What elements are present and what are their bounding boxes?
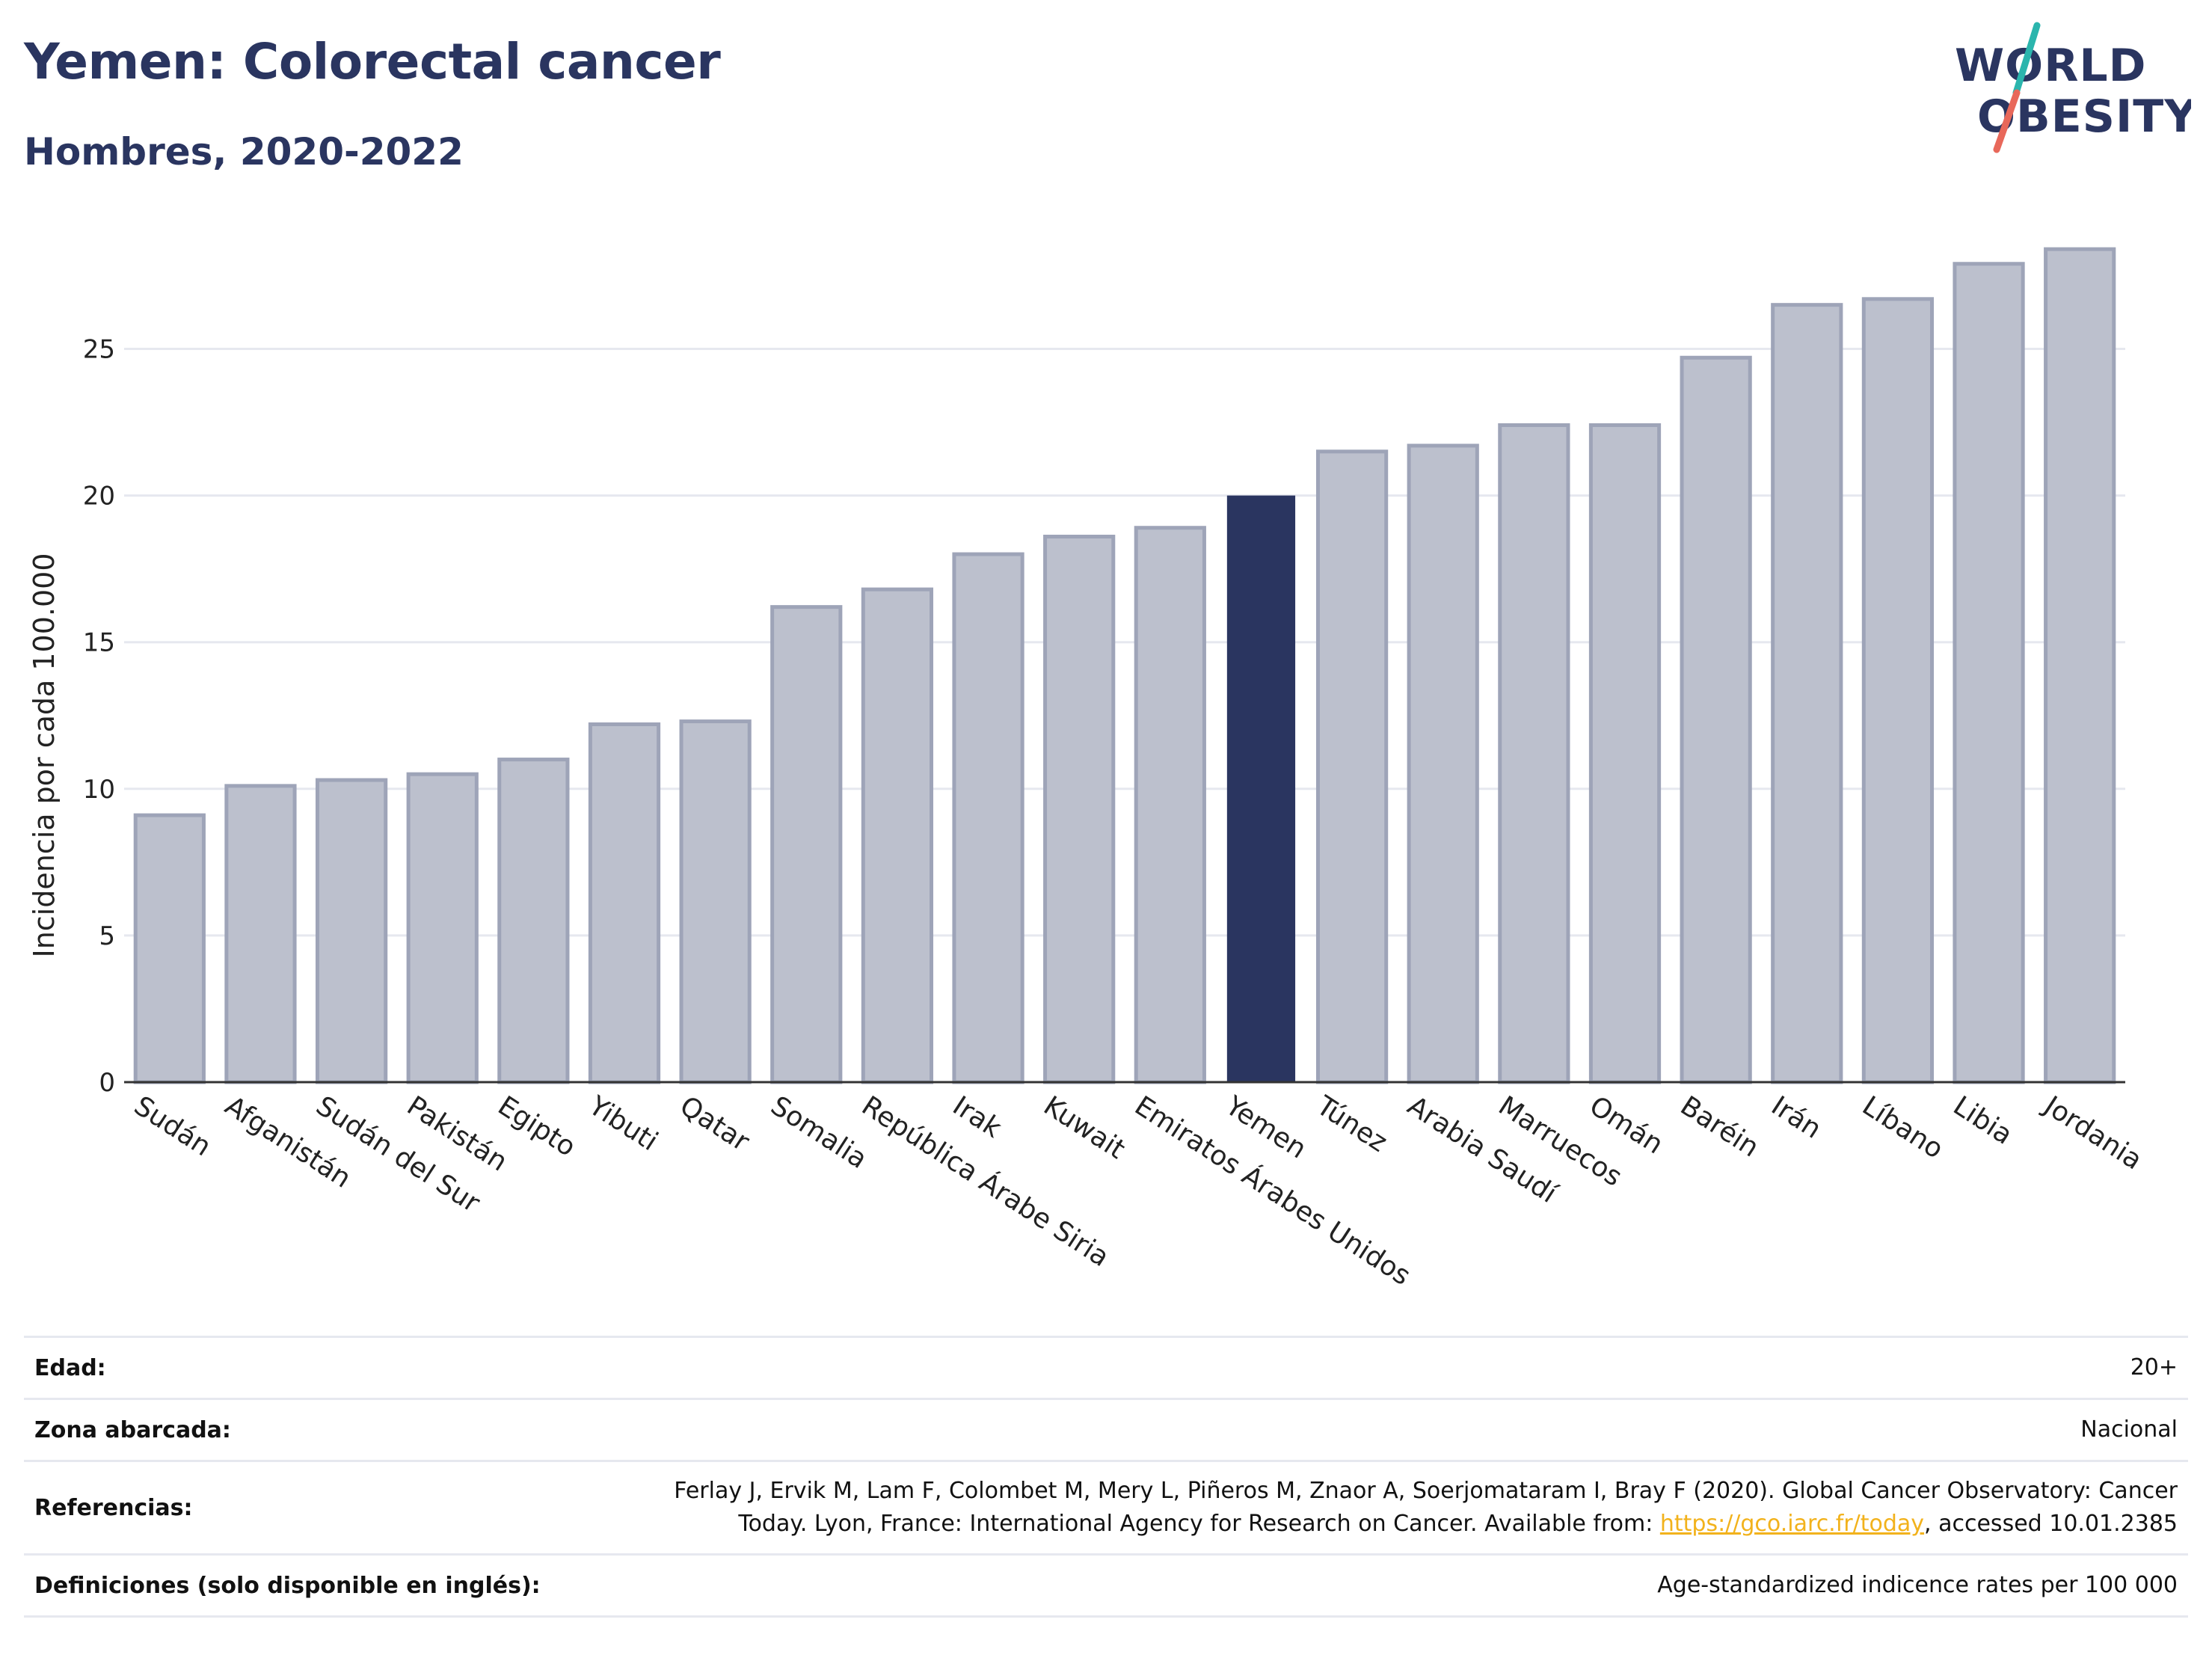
- y-tick-label: 0: [99, 1068, 115, 1098]
- bar[interactable]: [133, 813, 206, 1084]
- x-tick-label: Jordania: [2038, 1090, 2148, 1176]
- info-label: Zona abarcada:: [34, 1416, 231, 1443]
- bar[interactable]: [406, 772, 479, 1084]
- bar[interactable]: [2044, 247, 2116, 1084]
- y-tick-label: 20: [83, 482, 115, 512]
- reference-link[interactable]: https://gco.iarc.fr/today: [1659, 1511, 1925, 1537]
- bar[interactable]: [1407, 443, 1479, 1084]
- bar-highlighted[interactable]: [1226, 495, 1296, 1082]
- bar[interactable]: [1953, 262, 2025, 1084]
- info-value: Nacional: [2080, 1416, 2178, 1443]
- x-tick-label: Kuwait: [1038, 1090, 1130, 1165]
- info-row-age: Edad: 20+: [24, 1336, 2188, 1399]
- info-table: Edad: 20+ Zona abarcada: Nacional Refere…: [24, 1336, 2188, 1618]
- x-tick-label: Irak: [947, 1090, 1007, 1144]
- logo-slash-coral: [1993, 89, 2021, 153]
- bar[interactable]: [224, 784, 297, 1084]
- bar[interactable]: [861, 587, 934, 1084]
- logo-line-1: WORLD: [1955, 40, 2146, 92]
- info-row-definitions: Definiciones (solo disponible en inglés)…: [24, 1554, 2188, 1617]
- bars: [133, 247, 2116, 1084]
- x-tick-label: Somalia: [765, 1090, 872, 1175]
- bar[interactable]: [679, 719, 752, 1084]
- bar[interactable]: [315, 778, 388, 1084]
- bar[interactable]: [1134, 526, 1206, 1084]
- bar[interactable]: [770, 605, 843, 1084]
- x-tick-label: Baréin: [1675, 1090, 1764, 1163]
- bar[interactable]: [1861, 297, 1935, 1084]
- x-tick-label: Yibuti: [583, 1090, 663, 1158]
- x-tick-label: Líbano: [1857, 1090, 1949, 1165]
- x-tick-label: Irán: [1766, 1090, 1826, 1145]
- y-tick-label: 25: [83, 334, 115, 364]
- y-axis-label: Incidencia por cada 100.000: [28, 553, 61, 957]
- x-tick-label: Sudán: [129, 1090, 216, 1162]
- info-row-references: Referencias: Ferlay J, Ervik M, Lam F, C…: [24, 1461, 2188, 1555]
- reference-accessed: , accessed 10.01.2385: [1924, 1511, 2178, 1537]
- x-tick-label: Qatar: [675, 1090, 755, 1158]
- bar[interactable]: [1498, 423, 1570, 1084]
- info-label: Definiciones (solo disponible en inglés)…: [34, 1572, 541, 1599]
- bar[interactable]: [1680, 355, 1752, 1084]
- y-tick-label: 5: [99, 921, 115, 951]
- chart-title: Yemen: Colorectal cancer: [24, 33, 721, 90]
- bar[interactable]: [588, 722, 661, 1084]
- bar[interactable]: [1771, 303, 1843, 1084]
- x-tick-label: Sudán del Sur: [310, 1090, 485, 1219]
- bar[interactable]: [952, 552, 1024, 1084]
- world-obesity-logo: WORLD OBESITY: [1955, 22, 2191, 153]
- x-tick-label: Libia: [1948, 1090, 2018, 1151]
- bar[interactable]: [497, 758, 570, 1084]
- chart-subtitle: Hombres, 2020-2022: [24, 130, 464, 174]
- x-tick-label: Túnez: [1310, 1090, 1392, 1158]
- info-label: Referencias:: [34, 1494, 193, 1521]
- info-label: Edad:: [34, 1354, 106, 1381]
- y-tick-label: 10: [83, 775, 115, 805]
- bar[interactable]: [1043, 535, 1116, 1084]
- info-value: Age-standardized indicence rates per 100…: [1657, 1572, 2178, 1598]
- reference-text: Ferlay J, Ervik M, Lam F, Colombet M, Me…: [674, 1478, 2178, 1537]
- y-tick-label: 15: [83, 628, 115, 658]
- info-value: 20+: [2130, 1354, 2178, 1381]
- info-value: Ferlay J, Ervik M, Lam F, Colombet M, Me…: [613, 1461, 2188, 1555]
- bar[interactable]: [1588, 423, 1662, 1084]
- bar[interactable]: [1315, 449, 1389, 1084]
- info-row-area: Zona abarcada: Nacional: [24, 1398, 2188, 1461]
- logo-slash-teal: [2012, 22, 2041, 96]
